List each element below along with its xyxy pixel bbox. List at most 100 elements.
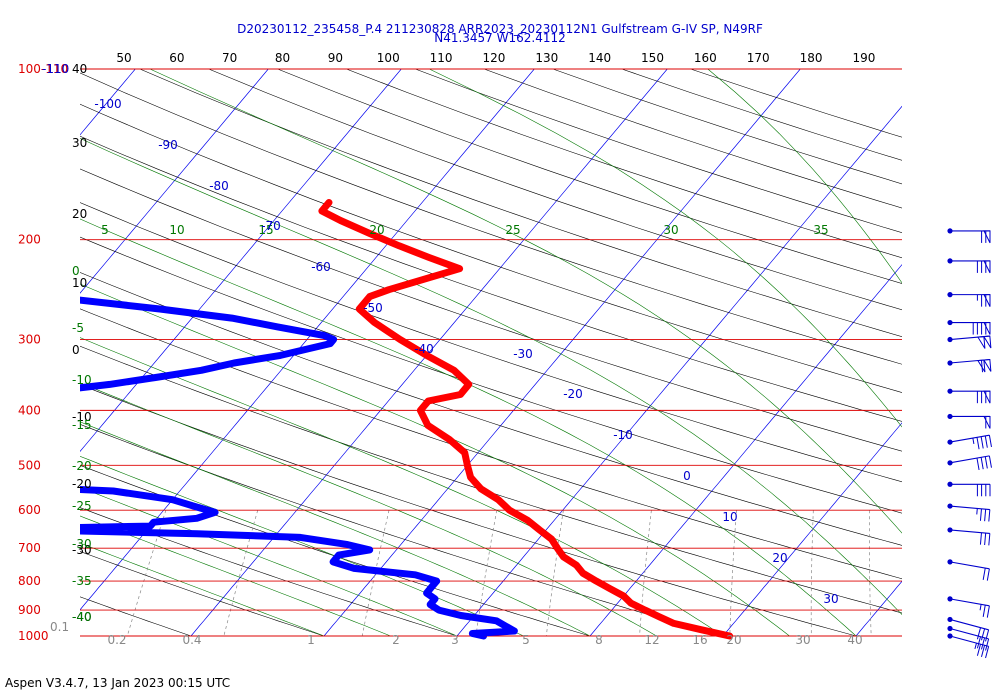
- wind-barb: [947, 319, 991, 335]
- moist-adiabat-line: [80, 382, 657, 637]
- moist-adiabat-line: [429, 68, 902, 428]
- wind-barb: [947, 434, 992, 450]
- wind-barb-station: [947, 360, 953, 366]
- top-tick-label: 70: [222, 51, 237, 65]
- wind-barb-pennant: [983, 322, 991, 335]
- left-adiabat-label: 20: [72, 207, 87, 221]
- wind-barb-station: [947, 559, 953, 565]
- top-tick-label: 60: [169, 51, 184, 65]
- wind-barb-pennant: [983, 294, 991, 307]
- pressure-label: 200: [18, 233, 41, 247]
- mixing-ratio-line: [545, 510, 564, 637]
- wind-barb-station: [947, 460, 953, 466]
- dry-adiabat-line: [80, 202, 902, 483]
- chart-title-line1: D20230112_235458_P.4 211230828 ARR2023_2…: [237, 22, 763, 36]
- isotherm-label: -90: [158, 138, 178, 152]
- dry-adiabat-line: [415, 68, 902, 233]
- mixing-ratio-label: 2: [392, 633, 400, 647]
- moist-adiabat-label: 5: [101, 223, 109, 237]
- wind-barb-station: [947, 258, 953, 264]
- isotherm-label: 20: [772, 551, 787, 565]
- wind-barb-pennant: [983, 335, 992, 349]
- isotherm-line: [190, 68, 668, 637]
- wind-barb: [947, 481, 991, 497]
- dry-adiabat-line: [80, 272, 902, 546]
- wind-barb-staff: [949, 561, 990, 570]
- wind-barb-flag: [980, 457, 984, 470]
- left-moist-label: 0: [72, 264, 80, 278]
- wind-barb-station: [947, 527, 953, 533]
- wind-barb-station: [947, 439, 953, 445]
- dry-adiabat-line: [80, 103, 902, 393]
- top-tick-label: 90: [328, 51, 343, 65]
- top-tick-label: 170: [747, 51, 770, 65]
- isotherm-label: 10: [722, 510, 737, 524]
- wind-barb: [947, 616, 990, 642]
- mixing-ratio-label: 12: [644, 633, 659, 647]
- wind-barb: [947, 258, 991, 274]
- wind-barb-staff: [949, 627, 989, 640]
- mixing-ratio-label: 3: [451, 633, 459, 647]
- mixing-ratio-line: [639, 510, 652, 637]
- left-moist-label: -15: [72, 418, 92, 432]
- wind-barb-flag: [988, 533, 991, 546]
- isotherm-line: [0, 69, 2, 636]
- wind-barb-flag: [988, 455, 992, 468]
- wind-barb-flag: [980, 645, 986, 657]
- wind-barb-pennant: [977, 359, 986, 373]
- isobar-lines: [80, 68, 902, 637]
- isotherm-label: -70: [261, 219, 281, 233]
- wind-barb-flag: [976, 437, 980, 450]
- wind-barb-flag: [988, 435, 992, 448]
- wind-barb-flag: [984, 532, 987, 546]
- wind-barb-staff: [949, 635, 989, 647]
- axis-labels: 100-1102003004005006007008009001000-1105…: [18, 51, 875, 647]
- wind-barb-flag: [988, 509, 991, 522]
- moist-adiabat-line: [80, 542, 325, 637]
- dry-adiabat-line: [80, 551, 325, 637]
- wind-barb-flag: [976, 457, 980, 470]
- mixing-ratio-label: 1: [307, 633, 315, 647]
- mixing-ratio-label: 5: [522, 633, 530, 647]
- dry-adiabat-line: [346, 68, 902, 259]
- corner-label: 0.1: [50, 620, 69, 634]
- pressure-label: 700: [18, 541, 41, 555]
- moist-adiabat-label: 15: [258, 223, 273, 237]
- top-tick-label: 190: [852, 51, 875, 65]
- wind-barb-station: [947, 336, 953, 343]
- top-tick-label: 80: [275, 51, 290, 65]
- wind-barb: [947, 596, 990, 618]
- moist-adiabat-line: [707, 68, 902, 284]
- moist-adiabat-line: [80, 283, 790, 637]
- isotherm-line: [80, 68, 402, 453]
- wind-barb: [947, 358, 992, 373]
- wind-barb-staff: [949, 529, 990, 534]
- background-grid: [0, 68, 902, 637]
- wind-barb-flag: [984, 509, 987, 522]
- wind-barb-flag: [980, 628, 986, 641]
- dry-adiabat-line: [277, 68, 902, 284]
- top-tick-label: 130: [535, 51, 558, 65]
- top-tick-label: 180: [800, 51, 823, 65]
- left-adiabat-label: -40: [72, 610, 92, 624]
- wind-barbs: [947, 228, 992, 659]
- isotherm-label: -10: [613, 428, 633, 442]
- pressure-label: 300: [18, 333, 41, 347]
- isotherm-line: [855, 580, 902, 637]
- isotherm-label: -50: [363, 301, 383, 315]
- top-tick-label: 100: [377, 51, 400, 65]
- isotherm-label: -20: [563, 387, 583, 401]
- left-moist-label: -35: [72, 574, 92, 588]
- mixing-ratio-label: 16: [692, 633, 707, 647]
- left-moist-label: -10: [72, 373, 92, 387]
- dry-adiabat-line: [80, 464, 591, 637]
- left-adiabat-label: -20: [72, 477, 92, 491]
- mixing-ratio-label: 0.4: [182, 633, 201, 647]
- wind-barb-half-flag: [974, 642, 977, 650]
- wind-barb-station: [947, 413, 953, 420]
- wind-barb-half-flag: [979, 604, 982, 611]
- wind-barb-flag: [985, 646, 990, 659]
- wind-barb-staff: [949, 455, 990, 464]
- wind-barb-flag: [984, 435, 988, 448]
- mixing-ratio-label: 30: [795, 633, 810, 647]
